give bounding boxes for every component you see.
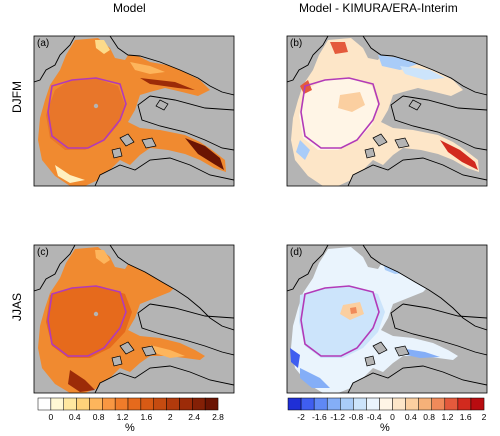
colorbar-tick-label: -1.6	[312, 412, 327, 422]
colorbar-tick-label: -1.2	[330, 412, 345, 422]
colorbar-swatch	[470, 397, 485, 411]
colorbar-tick-label: 2	[167, 412, 173, 422]
colorbar-tick-label: 1.2	[116, 412, 129, 422]
colorbar-difference-unit: %	[380, 422, 390, 434]
map-panel-c	[34, 245, 234, 393]
pole-marker	[93, 103, 99, 109]
colorbar-swatch	[140, 397, 155, 411]
region-outline	[47, 77, 127, 149]
land-mass	[138, 96, 234, 150]
colorbar-swatch	[405, 397, 419, 411]
colorbar-tick-label: 0.4	[404, 412, 417, 422]
colorbar-swatch	[114, 397, 129, 411]
colorbar-model	[37, 397, 219, 411]
colorbar-tick-label: 0	[390, 412, 395, 422]
panel-frame	[33, 244, 235, 394]
colorbar-swatch	[204, 397, 219, 411]
colorbar-swatch	[418, 397, 433, 411]
pole-marker	[93, 311, 99, 317]
panel-frame	[286, 35, 488, 187]
column-title-model: Model	[113, 1, 146, 15]
colorbar-tick-label: -2	[297, 412, 305, 422]
colorbar-swatch	[300, 397, 315, 411]
land-mass	[34, 36, 75, 82]
colorbar-tick-label: 2	[481, 412, 487, 422]
land-mass	[348, 366, 487, 393]
coastline	[287, 36, 487, 186]
colorbar-swatch	[444, 397, 459, 411]
land-mass	[95, 158, 234, 186]
land-mass	[287, 245, 328, 291]
land-mass	[95, 366, 234, 393]
colorbar-tick-label: 0.4	[68, 412, 81, 422]
coastline	[287, 245, 487, 393]
colorbar-swatch	[353, 397, 367, 411]
colorbar-swatch	[76, 397, 90, 411]
colorbar-swatch	[326, 397, 341, 411]
colorbar-swatch	[366, 397, 380, 411]
panel-frame	[286, 244, 488, 394]
colorbar-tick-label: -0.8	[348, 412, 364, 422]
colorbar-difference	[287, 397, 485, 411]
region-outline	[300, 285, 380, 357]
colorbar-swatch	[153, 397, 167, 411]
colorbar-tick-label: 1.6	[459, 412, 472, 422]
colorbar-swatch	[287, 397, 302, 411]
colorbar-swatch	[127, 397, 142, 411]
colorbar-tick-label: 0	[48, 412, 54, 422]
region-outline	[47, 285, 127, 357]
colorbar-swatch	[340, 397, 354, 411]
colorbar-swatch	[37, 397, 52, 411]
colorbar-tick-label: -0.4	[366, 412, 382, 422]
sea-ice-core	[46, 78, 125, 150]
column-title-difference: Model - KIMURA/ERA-Interim	[299, 1, 458, 15]
colorbar-swatch	[50, 397, 65, 411]
colorbar-model-unit: %	[125, 422, 135, 434]
map-panel-b	[287, 36, 487, 186]
colorbar-swatch	[89, 397, 103, 411]
panel-label-a: (a)	[37, 38, 50, 49]
land-mass	[391, 96, 487, 150]
colorbar-swatch	[63, 397, 77, 411]
land-mass	[348, 158, 487, 186]
panel-label-c: (c)	[37, 247, 49, 258]
colorbar-swatch	[379, 397, 393, 411]
colorbar-swatch	[102, 397, 116, 411]
map-panel-a	[34, 36, 234, 186]
colorbar-tick-label: 2.8	[212, 412, 224, 422]
region-outline	[300, 77, 380, 149]
coastline	[34, 245, 234, 393]
land-mass	[34, 245, 75, 291]
colorbar-tick-label: 1.2	[441, 412, 454, 422]
colorbar-swatch	[392, 397, 406, 411]
colorbar-swatch	[313, 397, 328, 411]
colorbar-swatch	[166, 397, 180, 411]
land-mass	[110, 36, 234, 95]
colorbar-tick-label: 2.4	[188, 412, 201, 422]
panel-label-d: (d)	[290, 247, 303, 258]
map-panel-d	[287, 245, 487, 393]
land-mass	[363, 36, 487, 95]
coastline	[34, 36, 234, 186]
colorbar-tick-label: 1.6	[140, 412, 153, 422]
colorbar-tick-label: 0.8	[423, 412, 436, 422]
panel-frame	[33, 35, 235, 187]
colorbar-tick-label: 0.8	[92, 412, 105, 422]
colorbar-swatch	[457, 397, 472, 411]
land-mass	[287, 36, 328, 82]
colorbar-swatch	[179, 397, 193, 411]
panel-label-b: (b)	[290, 38, 303, 49]
colorbar-swatch	[192, 397, 206, 411]
colorbar-swatch	[431, 397, 446, 411]
